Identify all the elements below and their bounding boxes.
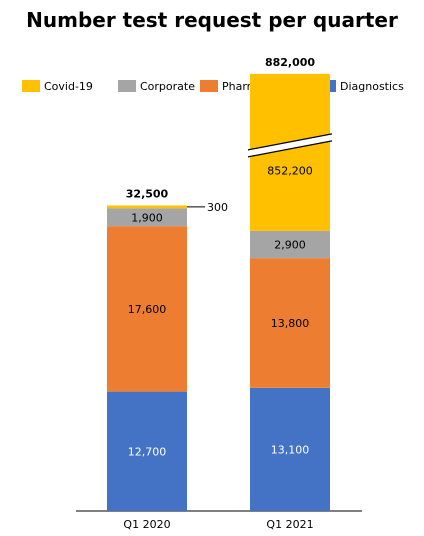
legend-label-covid-19: Covid-19	[44, 80, 93, 93]
bar-q1-2020-covid-19	[107, 205, 187, 209]
legend-swatch-pharmaceutical	[200, 80, 218, 92]
bar-q1-2021-corporate	[250, 230, 330, 259]
legend-swatch-covid-19	[22, 80, 40, 92]
data-label-q1-2020-covid-19: 300	[207, 201, 228, 214]
x-tick-label-q1-2021: Q1 2021	[266, 518, 313, 531]
bar-q1-2020-diagnostics	[107, 391, 187, 511]
bar-q1-2021-pharmaceutical	[250, 258, 330, 388]
data-label-q1-2020-pharmaceutical: 17,600	[128, 303, 167, 316]
legend-label-diagnostics: Diagnostics	[340, 80, 404, 93]
axis-break-line-top-q1-2021	[247, 133, 333, 151]
total-label-q1-2020: 32,500	[126, 188, 169, 201]
data-label-q1-2020-diagnostics: 12,700	[128, 445, 167, 458]
bar-q1-2021-diagnostics	[250, 387, 330, 511]
data-label-q1-2021-pharmaceutical: 13,800	[271, 317, 310, 330]
data-label-q1-2021-corporate: 2,900	[274, 239, 306, 252]
legend-swatch-corporate	[118, 80, 136, 92]
total-label-q1-2021: 882,000	[265, 56, 315, 69]
data-label-q1-2021-diagnostics: 13,100	[271, 443, 310, 456]
axis-break-line-bottom-q1-2021	[247, 140, 333, 158]
x-tick-label-q1-2020: Q1 2020	[123, 518, 170, 531]
axis-break-q1-2021	[248, 133, 332, 157]
bar-q1-2020-corporate	[107, 208, 187, 227]
legend-label-corporate: Corporate	[140, 80, 195, 93]
bar-q1-2020-pharmaceutical	[107, 226, 187, 392]
data-label-q1-2020-corporate: 1,900	[131, 211, 163, 224]
chart-title: Number test request per quarter	[26, 8, 398, 32]
data-label-q1-2021-covid-19: 852,200	[267, 164, 313, 177]
